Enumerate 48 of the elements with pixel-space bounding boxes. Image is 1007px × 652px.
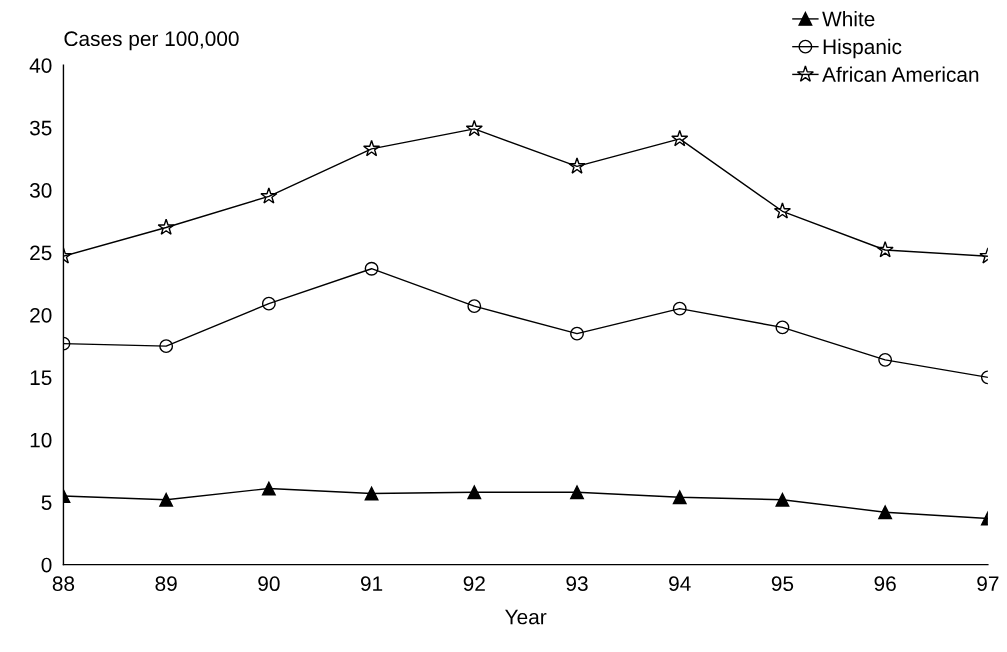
point bbox=[261, 296, 276, 311]
x-tick-label: 96 bbox=[874, 576, 896, 592]
y-tick-label: 0 bbox=[41, 557, 52, 573]
x-tick-label: 88 bbox=[52, 576, 75, 592]
y-tick-label: 20 bbox=[30, 307, 52, 323]
point bbox=[467, 299, 482, 314]
y-tick-label: 15 bbox=[30, 370, 52, 386]
point bbox=[364, 261, 379, 276]
x-tick-label: 90 bbox=[258, 576, 280, 592]
point bbox=[878, 352, 893, 367]
legend-label: Hispanic bbox=[823, 38, 902, 59]
point bbox=[568, 157, 586, 174]
point bbox=[570, 326, 584, 341]
point bbox=[672, 490, 687, 505]
point bbox=[876, 240, 894, 258]
point bbox=[362, 139, 381, 157]
y-tick-label: 25 bbox=[30, 245, 52, 261]
point bbox=[465, 119, 483, 137]
point bbox=[671, 129, 689, 147]
y-tick-label: 40 bbox=[29, 58, 52, 73]
y-tick-label: 10 bbox=[30, 432, 52, 448]
point bbox=[773, 202, 792, 219]
point bbox=[261, 481, 276, 496]
point bbox=[364, 486, 379, 501]
x-tick-label: 92 bbox=[463, 576, 485, 592]
y-axis-title: Cases per 100,000 bbox=[64, 31, 239, 51]
x-tick-label: 91 bbox=[360, 576, 383, 592]
point bbox=[159, 492, 174, 507]
x-tick-label: 89 bbox=[155, 576, 177, 592]
x-tick-label: 95 bbox=[771, 576, 794, 592]
legend-label: White bbox=[822, 11, 875, 27]
point bbox=[878, 505, 893, 520]
point bbox=[157, 218, 175, 235]
point bbox=[159, 339, 174, 354]
y-tick-label: 5 bbox=[41, 495, 52, 510]
x-tick-label: 94 bbox=[669, 576, 691, 592]
y-tick-label: 30 bbox=[29, 183, 52, 198]
x-tick-label: 97 bbox=[977, 576, 999, 592]
legend-label: African American bbox=[822, 66, 979, 82]
point bbox=[467, 485, 482, 500]
point bbox=[775, 492, 790, 507]
x-axis-title: Year bbox=[505, 609, 547, 625]
point bbox=[260, 187, 278, 204]
x-tick-label: 93 bbox=[566, 576, 588, 592]
point bbox=[775, 320, 790, 335]
y-tick-label: 35 bbox=[29, 120, 52, 136]
point bbox=[672, 301, 687, 316]
point bbox=[570, 485, 584, 500]
